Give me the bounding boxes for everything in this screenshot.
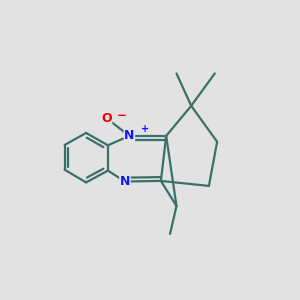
Text: N: N <box>120 175 130 188</box>
Text: +: + <box>141 124 149 134</box>
Text: N: N <box>124 129 135 142</box>
Text: O: O <box>101 112 112 125</box>
Text: −: − <box>117 109 127 122</box>
